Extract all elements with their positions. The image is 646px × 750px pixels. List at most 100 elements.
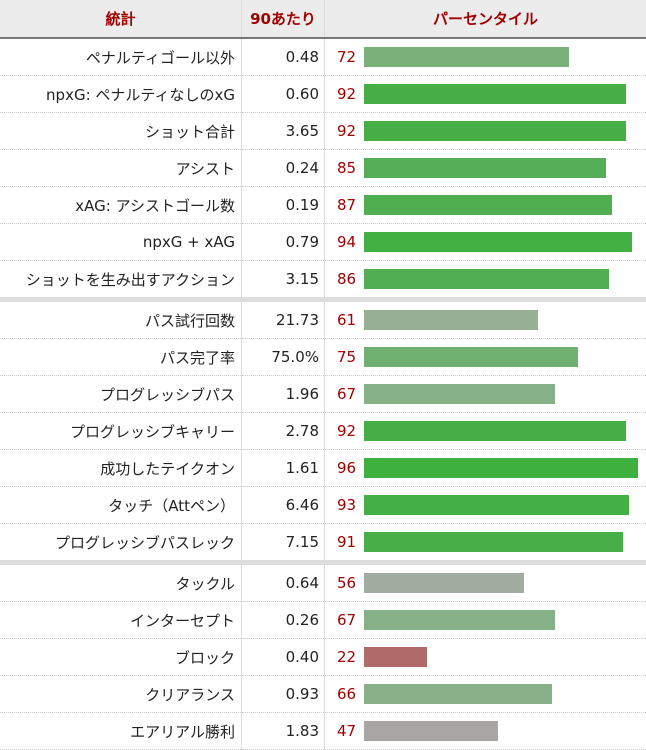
header-percentile[interactable]: パーセンタイル xyxy=(325,0,646,38)
percentile-cell: 85 xyxy=(325,150,646,187)
table-row: タッチ（Attペン） 6.46 93 xyxy=(0,487,646,524)
percentile-bar xyxy=(364,684,552,704)
percentile-bar xyxy=(364,47,569,67)
per90-value: 21.73 xyxy=(242,300,325,339)
percentile-value: 75 xyxy=(337,348,356,366)
per90-value: 0.48 xyxy=(242,38,325,76)
percentile-value: 72 xyxy=(337,48,356,66)
stat-name: タックル xyxy=(0,563,242,602)
per90-value: 7.15 xyxy=(242,524,325,563)
per90-value: 3.15 xyxy=(242,261,325,300)
per90-value: 1.83 xyxy=(242,713,325,750)
table-row: パス完了率 75.0% 75 xyxy=(0,339,646,376)
percentile-cell: 61 xyxy=(325,300,646,339)
per90-value: 75.0% xyxy=(242,339,325,376)
percentile-value: 86 xyxy=(337,270,356,288)
percentile-value: 47 xyxy=(337,722,356,740)
table-row: ショットを生み出すアクション 3.15 86 xyxy=(0,261,646,300)
percentile-value: 87 xyxy=(337,196,356,214)
stat-name: プログレッシブパスレック xyxy=(0,524,242,563)
per90-value: 0.24 xyxy=(242,150,325,187)
percentile-bar xyxy=(364,269,609,289)
stat-name: npxG: ペナルティなしのxG xyxy=(0,76,242,113)
percentile-value: 92 xyxy=(337,422,356,440)
percentile-value: 67 xyxy=(337,385,356,403)
percentile-cell: 92 xyxy=(325,113,646,150)
percentile-value: 85 xyxy=(337,159,356,177)
table-row: xAG: アシストゴール数 0.19 87 xyxy=(0,187,646,224)
percentile-cell: 92 xyxy=(325,76,646,113)
percentile-cell: 22 xyxy=(325,639,646,676)
per90-value: 0.60 xyxy=(242,76,325,113)
percentile-bar xyxy=(364,610,555,630)
percentile-value: 94 xyxy=(337,233,356,251)
percentile-bar xyxy=(364,532,623,552)
per90-value: 0.40 xyxy=(242,639,325,676)
percentile-bar xyxy=(364,495,629,515)
percentile-cell: 47 xyxy=(325,713,646,750)
table-row: プログレッシブキャリー 2.78 92 xyxy=(0,413,646,450)
table-row: プログレッシブパス 1.96 67 xyxy=(0,376,646,413)
percentile-bar xyxy=(364,721,498,741)
header-per90[interactable]: 90あたり xyxy=(242,0,325,38)
table-row: プログレッシブパスレック 7.15 91 xyxy=(0,524,646,563)
percentile-value: 96 xyxy=(337,459,356,477)
table-row: パス試行回数 21.73 61 xyxy=(0,300,646,339)
percentile-value: 92 xyxy=(337,122,356,140)
stat-name: アシスト xyxy=(0,150,242,187)
percentile-bar xyxy=(364,384,555,404)
table-row: インターセプト 0.26 67 xyxy=(0,602,646,639)
stat-name: インターセプト xyxy=(0,602,242,639)
stat-name: xAG: アシストゴール数 xyxy=(0,187,242,224)
percentile-cell: 67 xyxy=(325,602,646,639)
percentile-cell: 96 xyxy=(325,450,646,487)
percentile-value: 91 xyxy=(337,533,356,551)
percentile-cell: 87 xyxy=(325,187,646,224)
percentile-bar xyxy=(364,195,612,215)
per90-value: 0.64 xyxy=(242,563,325,602)
percentile-value: 22 xyxy=(337,648,356,666)
per90-value: 0.79 xyxy=(242,224,325,261)
stat-name: ブロック xyxy=(0,639,242,676)
percentile-cell: 86 xyxy=(325,261,646,300)
stat-name: ペナルティゴール以外 xyxy=(0,38,242,76)
percentile-value: 56 xyxy=(337,574,356,592)
table-row: アシスト 0.24 85 xyxy=(0,150,646,187)
stat-name: 成功したテイクオン xyxy=(0,450,242,487)
table-row: タックル 0.64 56 xyxy=(0,563,646,602)
per90-value: 1.96 xyxy=(242,376,325,413)
per90-value: 2.78 xyxy=(242,413,325,450)
table-row: エアリアル勝利 1.83 47 xyxy=(0,713,646,750)
percentile-bar xyxy=(364,158,606,178)
percentile-value: 92 xyxy=(337,85,356,103)
table-row: ブロック 0.40 22 xyxy=(0,639,646,676)
percentile-bar xyxy=(364,232,632,252)
percentile-bar xyxy=(364,458,638,478)
percentile-cell: 66 xyxy=(325,676,646,713)
percentile-cell: 75 xyxy=(325,339,646,376)
percentile-cell: 92 xyxy=(325,413,646,450)
stat-name: パス完了率 xyxy=(0,339,242,376)
percentile-cell: 56 xyxy=(325,563,646,602)
percentile-bar xyxy=(364,347,578,367)
percentile-value: 66 xyxy=(337,685,356,703)
stat-name: エアリアル勝利 xyxy=(0,713,242,750)
stat-name: ショット合計 xyxy=(0,113,242,150)
table-row: 成功したテイクオン 1.61 96 xyxy=(0,450,646,487)
percentile-cell: 72 xyxy=(325,38,646,76)
header-stat[interactable]: 統計 xyxy=(0,0,242,38)
table-row: ペナルティゴール以外 0.48 72 xyxy=(0,38,646,76)
per90-value: 6.46 xyxy=(242,487,325,524)
percentile-bar xyxy=(364,310,538,330)
per90-value: 0.19 xyxy=(242,187,325,224)
percentile-cell: 93 xyxy=(325,487,646,524)
per90-value: 0.26 xyxy=(242,602,325,639)
percentile-bar xyxy=(364,647,427,667)
stat-name: タッチ（Attペン） xyxy=(0,487,242,524)
stat-name: ショットを生み出すアクション xyxy=(0,261,242,300)
percentile-bar xyxy=(364,84,626,104)
per90-value: 1.61 xyxy=(242,450,325,487)
percentile-bar xyxy=(364,421,626,441)
percentile-value: 61 xyxy=(337,311,356,329)
